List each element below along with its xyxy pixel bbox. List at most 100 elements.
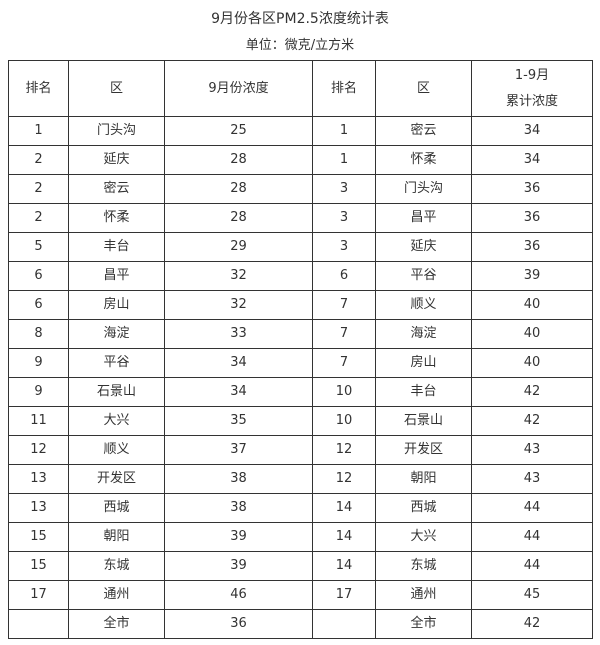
table-row: 15 朝阳 39 14 大兴 44 (8, 522, 593, 552)
cell-rank: 15 (8, 522, 69, 552)
cell-district-cumulative: 房山 (375, 348, 472, 378)
cell-district: 大兴 (68, 406, 165, 436)
cell-rank: 2 (8, 203, 69, 233)
cell-september-concentration: 32 (164, 261, 313, 291)
cell-district-cumulative: 延庆 (375, 232, 472, 262)
header-rank-cumulative: 排名 (312, 60, 376, 117)
cell-district-cumulative: 门头沟 (375, 174, 472, 204)
cell-september-concentration: 34 (164, 377, 313, 407)
header-cumulative-concentration: 1-9月 累计浓度 (471, 60, 593, 117)
cell-cumulative-concentration: 34 (471, 145, 593, 175)
cell-cumulative-concentration: 40 (471, 319, 593, 349)
cell-rank: 5 (8, 232, 69, 262)
cell-rank-cumulative: 1 (312, 145, 376, 175)
cell-rank-cumulative: 10 (312, 406, 376, 436)
cell-rank-cumulative: 3 (312, 232, 376, 262)
cell-cumulative-concentration: 44 (471, 522, 593, 552)
cell-september-concentration: 35 (164, 406, 313, 436)
cell-september-concentration: 32 (164, 290, 313, 320)
cell-district-cumulative: 全市 (375, 609, 472, 639)
cell-district: 通州 (68, 580, 165, 610)
table-row: 2 延庆 28 1 怀柔 34 (8, 145, 593, 175)
cell-september-concentration: 46 (164, 580, 313, 610)
cell-district-cumulative: 平谷 (375, 261, 472, 291)
cell-cumulative-concentration: 34 (471, 116, 593, 146)
cell-rank-cumulative: 7 (312, 290, 376, 320)
cell-district: 海淀 (68, 319, 165, 349)
header-district: 区 (68, 60, 165, 117)
table-row: 全市 36 全市 42 (8, 609, 593, 639)
cell-district-cumulative: 开发区 (375, 435, 472, 465)
cell-district-cumulative: 顺义 (375, 290, 472, 320)
cell-rank: 11 (8, 406, 69, 436)
cell-september-concentration: 28 (164, 145, 313, 175)
cell-rank: 6 (8, 290, 69, 320)
cell-cumulative-concentration: 36 (471, 203, 593, 233)
cell-rank: 6 (8, 261, 69, 291)
cell-september-concentration: 28 (164, 203, 313, 233)
cell-september-concentration: 37 (164, 435, 313, 465)
cell-cumulative-concentration: 44 (471, 551, 593, 581)
cell-september-concentration: 38 (164, 493, 313, 523)
cell-rank: 9 (8, 348, 69, 378)
cell-district: 丰台 (68, 232, 165, 262)
cell-district-cumulative: 西城 (375, 493, 472, 523)
cell-cumulative-concentration: 40 (471, 290, 593, 320)
cell-district: 昌平 (68, 261, 165, 291)
header-rank: 排名 (8, 60, 69, 117)
cell-cumulative-concentration: 40 (471, 348, 593, 378)
table-row: 2 怀柔 28 3 昌平 36 (8, 203, 593, 233)
cell-district-cumulative: 石景山 (375, 406, 472, 436)
cell-rank (8, 609, 69, 639)
cell-rank: 13 (8, 493, 69, 523)
cell-rank-cumulative: 14 (312, 522, 376, 552)
header-cumulative-line1: 1-9月 (514, 67, 550, 83)
table-body: 1 门头沟 25 1 密云 34 2 延庆 28 1 怀柔 34 2 密云 28 3 门头沟 36 2 怀柔 28 3 昌平… (8, 116, 593, 639)
cell-district: 顺义 (68, 435, 165, 465)
cell-cumulative-concentration: 45 (471, 580, 593, 610)
cell-district-cumulative: 朝阳 (375, 464, 472, 494)
cell-district-cumulative: 通州 (375, 580, 472, 610)
cell-rank-cumulative: 17 (312, 580, 376, 610)
table-row: 17 通州 46 17 通州 45 (8, 580, 593, 610)
cell-district: 东城 (68, 551, 165, 581)
cell-rank: 2 (8, 174, 69, 204)
cell-district: 石景山 (68, 377, 165, 407)
table-title: 9月份各区PM2.5浓度统计表 (211, 11, 389, 27)
cell-district-cumulative: 丰台 (375, 377, 472, 407)
cell-cumulative-concentration: 36 (471, 174, 593, 204)
cell-rank-cumulative: 14 (312, 551, 376, 581)
table-header-row: 排名 区 9月份浓度 排名 区 1-9月 累计浓度 (8, 60, 593, 117)
cell-cumulative-concentration: 36 (471, 232, 593, 262)
cell-september-concentration: 39 (164, 551, 313, 581)
cell-district: 朝阳 (68, 522, 165, 552)
cell-cumulative-concentration: 42 (471, 406, 593, 436)
table-row: 8 海淀 33 7 海淀 40 (8, 319, 593, 349)
cell-district-cumulative: 东城 (375, 551, 472, 581)
cell-rank-cumulative: 12 (312, 464, 376, 494)
cell-cumulative-concentration: 43 (471, 435, 593, 465)
cell-rank-cumulative: 3 (312, 174, 376, 204)
cell-district: 开发区 (68, 464, 165, 494)
cell-district: 全市 (68, 609, 165, 639)
cell-september-concentration: 33 (164, 319, 313, 349)
cell-cumulative-concentration: 43 (471, 464, 593, 494)
cell-rank: 15 (8, 551, 69, 581)
cell-rank-cumulative: 1 (312, 116, 376, 146)
table-row: 13 开发区 38 12 朝阳 43 (8, 464, 593, 494)
cell-rank-cumulative: 6 (312, 261, 376, 291)
cell-september-concentration: 38 (164, 464, 313, 494)
cell-rank: 12 (8, 435, 69, 465)
table-row: 12 顺义 37 12 开发区 43 (8, 435, 593, 465)
table-row: 9 石景山 34 10 丰台 42 (8, 377, 593, 407)
cell-district: 西城 (68, 493, 165, 523)
cell-district-cumulative: 昌平 (375, 203, 472, 233)
cell-september-concentration: 25 (164, 116, 313, 146)
cell-rank-cumulative: 12 (312, 435, 376, 465)
cell-cumulative-concentration: 39 (471, 261, 593, 291)
table-row: 6 昌平 32 6 平谷 39 (8, 261, 593, 291)
table-row: 2 密云 28 3 门头沟 36 (8, 174, 593, 204)
cell-rank-cumulative: 7 (312, 348, 376, 378)
cell-rank: 13 (8, 464, 69, 494)
header-cumulative-line2: 累计浓度 (505, 93, 558, 109)
